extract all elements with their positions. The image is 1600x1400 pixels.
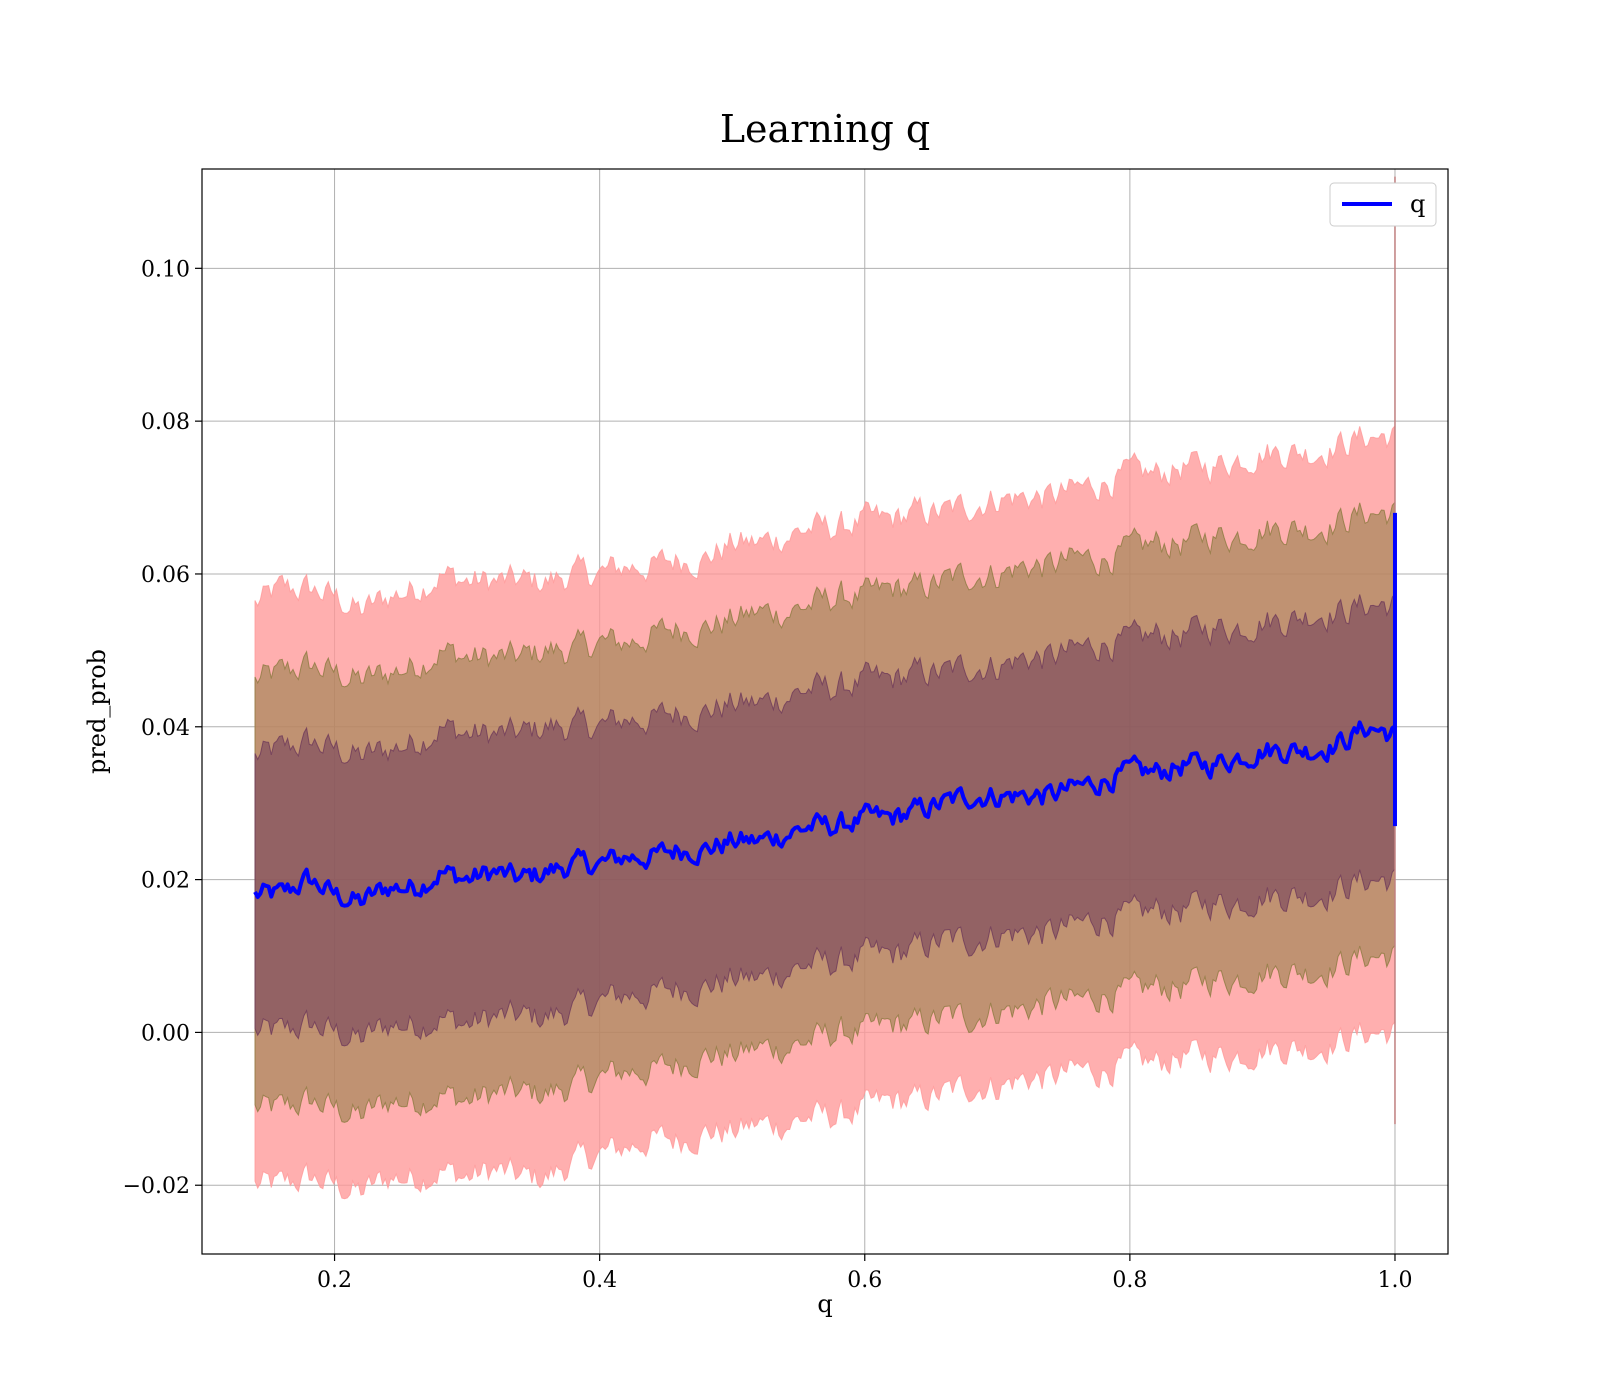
- x-axis-label: q: [817, 1290, 832, 1318]
- x-tick-label-3: 0.8: [1112, 1268, 1147, 1293]
- chart-title: Learning q: [720, 107, 930, 151]
- legend: q: [1329, 182, 1437, 227]
- plot-frame: [201, 168, 1449, 1255]
- legend-label: q: [1410, 190, 1425, 218]
- y-tick-label-2: 0.02: [141, 869, 190, 894]
- y-tick-label-0: −0.02: [123, 1174, 190, 1199]
- y-tick-label-1: 0.00: [141, 1021, 190, 1046]
- y-tick-label-4: 0.06: [141, 563, 190, 588]
- series-lines: [253, 512, 1397, 908]
- y-tick-label-5: 0.08: [141, 410, 190, 435]
- x-tick-label-2: 0.6: [847, 1268, 882, 1293]
- x-tick-label-4: 1.0: [1377, 1268, 1412, 1293]
- y-tick-label-3: 0.04: [141, 716, 190, 741]
- x-tick-label-0: 0.2: [317, 1268, 352, 1293]
- x-tick-label-1: 0.4: [582, 1268, 617, 1293]
- y-axis-label: pred_prob: [83, 649, 111, 774]
- y-tick-label-6: 0.10: [141, 257, 190, 282]
- x-axis-ticks: 0.2 0.4 0.6 0.8 1.0: [317, 1254, 1412, 1293]
- y-axis-ticks: −0.02 0.00 0.02 0.04 0.06 0.08 0.10: [123, 257, 202, 1199]
- series-line-q: [253, 720, 1397, 908]
